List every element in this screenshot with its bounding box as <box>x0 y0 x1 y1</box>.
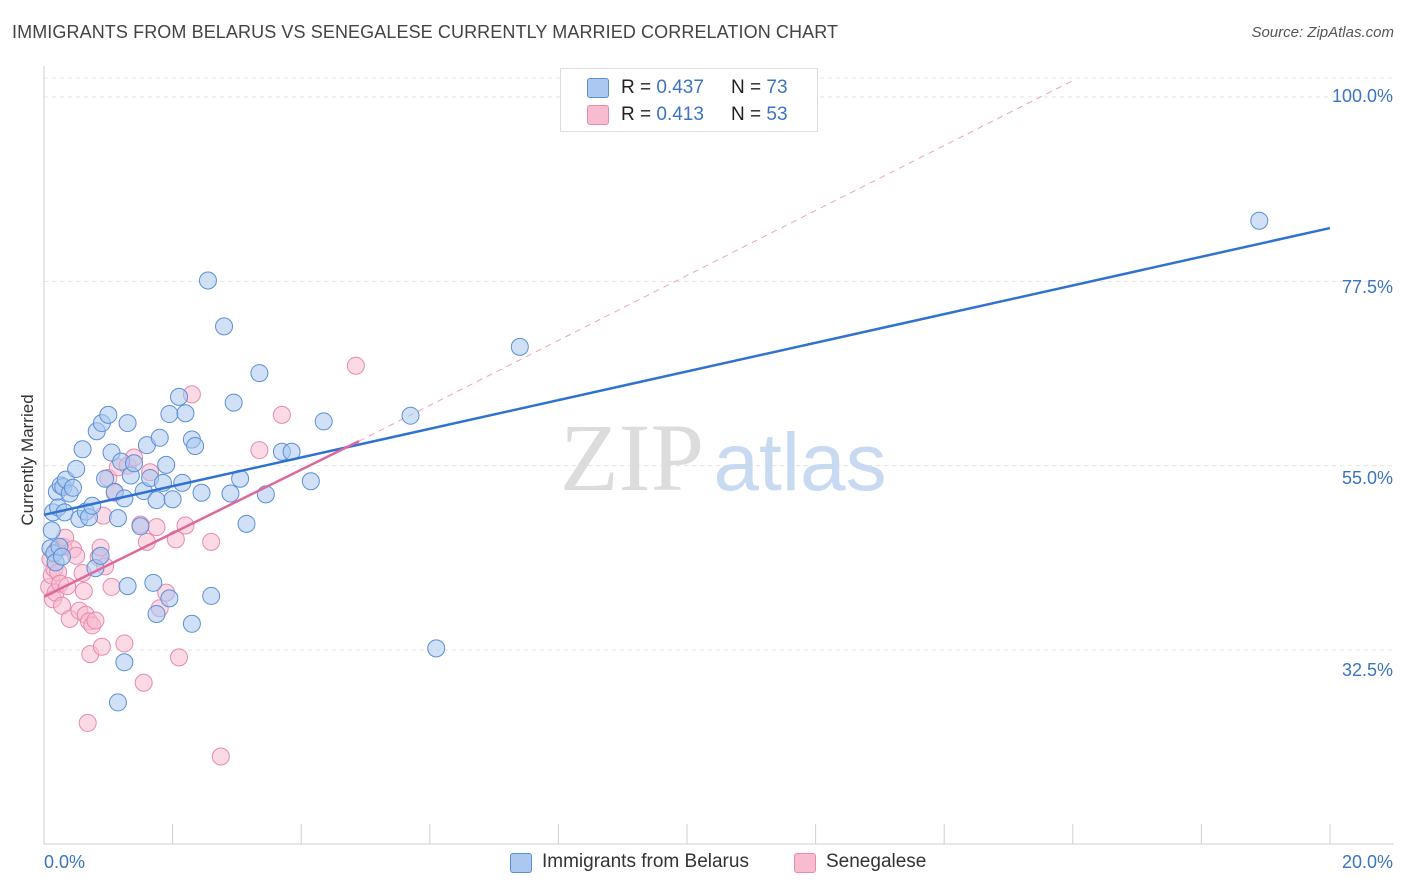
senegalese-point <box>211 747 230 766</box>
y-tick-label: 100.0% <box>1331 86 1393 106</box>
belarus-point <box>224 393 243 412</box>
senegalese-point <box>147 518 166 537</box>
watermark: ZIP atlas <box>560 404 887 511</box>
legend-r-label: R = <box>621 77 652 98</box>
belarus-point <box>144 573 163 592</box>
belarus-point <box>314 412 333 431</box>
y-tick-label: 32.5% <box>1341 660 1393 680</box>
bottom-legend-label: Immigrants from Belarus <box>542 851 749 872</box>
belarus-point <box>108 693 127 712</box>
legend-r-label: R = <box>621 104 652 125</box>
legend-swatch-blue <box>587 78 609 98</box>
belarus-point <box>202 586 221 605</box>
watermark-zip: ZIP <box>560 404 704 511</box>
belarus-point <box>401 406 420 425</box>
belarus-point <box>160 405 179 424</box>
senegalese-point <box>134 673 153 692</box>
correlation-legend: R = 0.437 N = 73 R = 0.413 N = 53 <box>560 68 818 132</box>
senegalese-point <box>170 648 189 667</box>
senegalese-point <box>74 582 93 601</box>
legend-n-text: N = 73 <box>731 77 788 99</box>
chart-title: IMMIGRANTS FROM BELARUS VS SENEGALESE CU… <box>12 22 839 42</box>
belarus-point <box>215 317 234 336</box>
belarus-point <box>176 404 195 423</box>
belarus-point <box>118 577 137 596</box>
belarus-point <box>115 653 134 672</box>
belarus-point <box>301 472 320 491</box>
belarus-point <box>163 490 182 509</box>
legend-n-value: 53 <box>766 104 788 125</box>
bottom-legend-label: Senegalese <box>826 851 927 872</box>
watermark-atlas: atlas <box>713 417 886 508</box>
belarus-point <box>510 337 529 356</box>
senegalese-point <box>272 405 291 424</box>
data-points <box>40 211 1331 766</box>
belarus-point <box>125 454 144 473</box>
senegalese-point <box>346 356 365 375</box>
belarus-point <box>427 639 446 658</box>
x-tick-label-left: 0.0% <box>44 852 86 872</box>
legend-n-value: 73 <box>766 77 788 98</box>
legend-r-value: 0.437 <box>656 77 704 98</box>
legend-n-text: N = 53 <box>731 104 788 126</box>
belarus-point <box>147 604 166 623</box>
source-label: Source: ZipAtlas.com <box>1251 24 1394 41</box>
senegalese-point <box>92 637 111 656</box>
belarus-point <box>118 414 137 433</box>
legend-r-text: R = 0.413 <box>621 104 704 126</box>
senegalese-point <box>115 634 134 653</box>
trend-lines <box>358 80 1074 442</box>
belarus-point <box>73 440 92 459</box>
y-tick-label: 77.5% <box>1341 277 1393 297</box>
belarus-point <box>42 521 61 540</box>
belarus-point <box>131 517 150 536</box>
belarus-point <box>250 364 269 383</box>
belarus-point <box>108 509 127 528</box>
belarus-point <box>1250 211 1269 230</box>
belarus-point <box>157 455 176 474</box>
belarus-trend-line <box>43 226 1331 517</box>
belarus-point <box>67 459 86 478</box>
legend-swatch-pink <box>587 105 609 125</box>
y-axis-label: Currently Married <box>18 394 37 526</box>
senegalese-point <box>102 577 121 596</box>
belarus-point <box>53 547 72 566</box>
x-tick-label-right: 20.0% <box>1341 852 1393 872</box>
senegalese-point <box>202 532 221 551</box>
bottom-legend-swatch-pink <box>794 853 816 873</box>
belarus-point <box>198 271 217 290</box>
legend-n-label: N = <box>731 77 762 98</box>
belarus-point <box>192 483 211 502</box>
senegalese-point <box>78 713 97 732</box>
belarus-point <box>150 428 169 447</box>
bottom-legend-swatch-blue <box>510 853 532 873</box>
belarus-point <box>186 437 205 456</box>
senegalese-trend-line <box>43 439 360 598</box>
belarus-point <box>147 491 166 510</box>
senegalese-point <box>86 611 105 630</box>
axes <box>43 66 1394 845</box>
belarus-point <box>91 546 110 565</box>
belarus-point <box>160 589 179 608</box>
senegalese-point <box>250 441 269 460</box>
legend-r-value: 0.413 <box>656 104 704 125</box>
belarus-point <box>170 387 189 406</box>
belarus-point <box>237 514 256 533</box>
y-tick-label: 55.0% <box>1341 468 1393 488</box>
belarus-point <box>96 469 115 488</box>
belarus-point <box>63 478 82 497</box>
belarus-point <box>182 614 201 633</box>
belarus-point <box>221 484 240 503</box>
legend-r-text: R = 0.437 <box>621 77 704 99</box>
legend-n-label: N = <box>731 104 762 125</box>
senegalese-trend-extension <box>358 80 1074 442</box>
belarus-point <box>99 405 118 424</box>
